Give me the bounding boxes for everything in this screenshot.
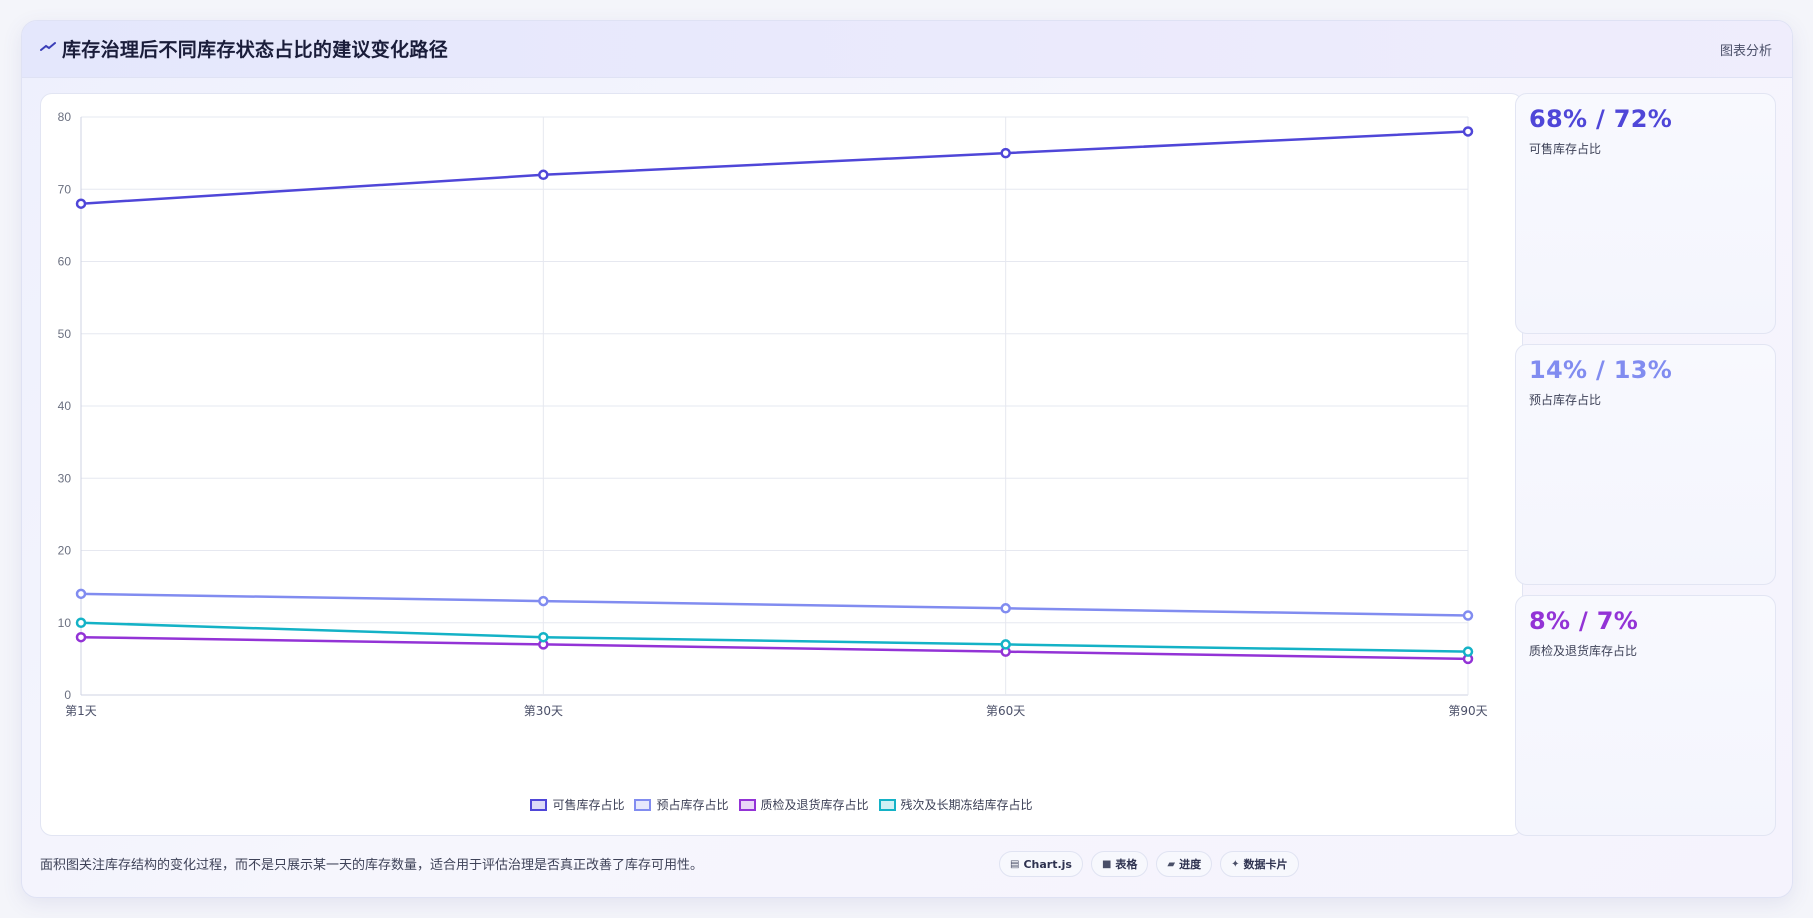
data-point [75,198,87,209]
y-tick-label: 30 [58,471,72,485]
y-tick-label: 70 [58,182,72,196]
series-line [80,635,1469,661]
y-tick-label: 20 [58,544,72,558]
data-point [75,617,87,628]
stat-label: 质检及退货库存占比 [1529,644,1638,658]
table-icon: ■ [1101,858,1112,870]
data-point [1000,147,1011,159]
trend-line-icon [40,42,56,51]
series-line [80,130,1469,205]
series-line [80,592,1469,617]
legend-label: 可售库存占比 [552,798,625,812]
legend-item[interactable]: 残次及长期冻结库存占比 [878,796,1033,813]
chart-analysis-label[interactable]: 图表分析 [1719,44,1772,59]
stat-card-sellable: 68% / 72% 可售库存占比 [1515,93,1776,334]
stat-card-reserved: 14% / 13% 预占库存占比 [1515,344,1776,585]
legend-item[interactable]: 质检及退货库存占比 [738,796,869,813]
chip-chartjs[interactable]: ▤ Chart.js [999,851,1083,877]
legend-item[interactable]: 可售库存占比 [530,796,624,813]
data-point [1000,603,1011,614]
y-tick-label: 80 [58,110,72,124]
chip-data-cards[interactable]: ✦ 数据卡片 [1220,851,1299,877]
stat-value: 14% / 13% [1529,356,1673,384]
chip-progress[interactable]: ▰ 进度 [1156,851,1213,877]
x-tick-label: 第1天 [65,704,97,718]
footer-note: 面积图关注库存结构的变化过程，而不是只展示某一天的库存数量，适合用于评估治理是否… [40,858,704,873]
x-tick-label: 第30天 [524,704,563,718]
x-tick-label: 第60天 [986,704,1025,718]
data-point [1462,610,1474,621]
stat-card-inspection: 8% / 7% 质检及退货库存占比 [1515,595,1776,836]
legend-item[interactable]: 预占库存占比 [634,796,729,813]
chart-legend: 可售库存占比 预占库存占比 质检及退货库存占比 残次及长期冻结库存占比 [41,796,1522,813]
x-tick-label: 第90天 [1448,704,1487,718]
stat-label: 可售库存占比 [1529,142,1602,156]
legend-label: 质检及退货库存占比 [760,798,869,812]
data-point [75,631,87,643]
sparkle-icon: ✦ [1231,858,1240,870]
legend-swatch [738,798,756,811]
chart-panel: 0 10 20 30 40 50 60 70 80 第1天 第30天 第60天 第90天 可售库存占比 预… [40,93,1523,836]
stat-value: 8% / 7% [1529,607,1639,635]
legend-label: 预占库存占比 [656,798,729,812]
y-tick-label: 40 [58,399,72,413]
chip-label: 进度 [1179,858,1202,871]
legend-swatch [530,798,548,811]
card-header: 库存治理后不同库存状态占比的建议变化路径 图表分析 [22,21,1792,78]
legend-swatch [878,798,896,811]
y-tick-label: 10 [58,616,72,630]
page-title: 库存治理后不同库存状态占比的建议变化路径 [62,39,449,61]
chip-label: Chart.js [1023,857,1072,871]
legend-swatch [634,798,652,811]
chart-card: 库存治理后不同库存状态占比的建议变化路径 图表分析 0 10 20 30 40 50 60 7… [21,20,1793,898]
y-tick-label: 50 [58,327,72,341]
chip-label: 数据卡片 [1243,858,1288,871]
stat-value: 68% / 72% [1529,105,1673,133]
data-point [538,169,549,181]
chart-icon: ▤ [1010,858,1020,870]
line-chart: 0 10 20 30 40 50 60 70 80 第1天 第30天 第60天 第90天 [58,110,1488,718]
data-point [1462,126,1474,137]
data-point [75,588,87,600]
legend-label: 残次及长期冻结库存占比 [900,798,1033,812]
chip-table[interactable]: ■ 表格 [1090,851,1149,877]
chip-label: 表格 [1115,858,1138,871]
y-tick-label: 60 [58,255,72,269]
series-line [80,621,1469,653]
feature-chips: ▤ Chart.js ■ 表格 ▰ 进度 ✦ 数据卡片 [999,851,1299,877]
y-tick-label: 0 [64,688,71,702]
stat-label: 预占库存占比 [1529,393,1602,407]
data-point [538,595,549,607]
data-point [1462,646,1474,657]
data-point [1000,639,1011,650]
progress-icon: ▰ [1167,858,1176,870]
data-point [538,631,549,643]
